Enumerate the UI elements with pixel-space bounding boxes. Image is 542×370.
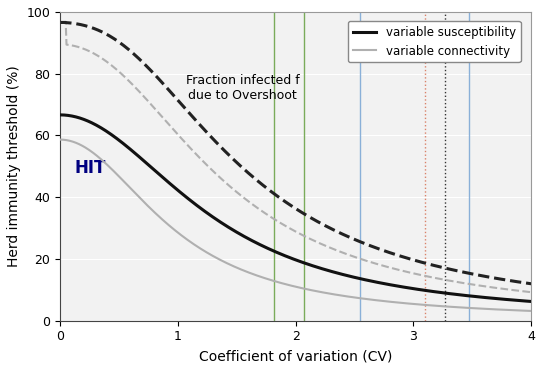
Text: Fraction infected f
due to Overshoot: Fraction infected f due to Overshoot bbox=[186, 74, 300, 102]
Text: HIT: HIT bbox=[74, 158, 106, 176]
Legend: variable susceptibility, variable connectivity: variable susceptibility, variable connec… bbox=[348, 21, 520, 62]
X-axis label: Coefficient of variation (CV): Coefficient of variation (CV) bbox=[199, 349, 392, 363]
Y-axis label: Herd immunity threshold (%): Herd immunity threshold (%) bbox=[7, 65, 21, 267]
